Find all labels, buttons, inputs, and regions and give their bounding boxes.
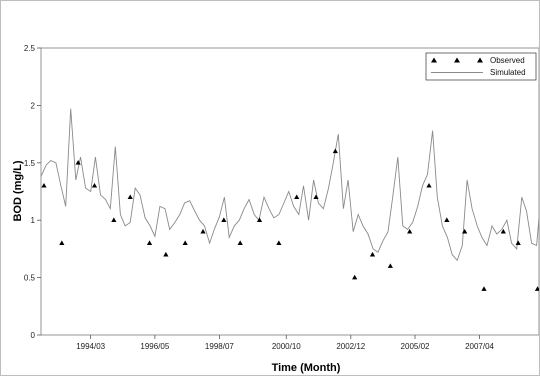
observed-point: [500, 228, 506, 234]
x-axis: 1994/03 1996/05 1998/07 2000/10 2002/12 2005/…: [76, 335, 495, 351]
observed-point: [163, 251, 169, 257]
observed-point: [481, 286, 487, 291]
x-tick-label: 2005/02: [401, 342, 430, 351]
observed-point: [146, 240, 153, 245]
observed-point: [75, 160, 81, 165]
observed-point: [294, 194, 300, 200]
x-tick-label: 2007/04: [465, 342, 494, 351]
observed-point: [91, 182, 98, 188]
observed-point: [41, 182, 47, 188]
y-tick-label: 2.5: [24, 44, 36, 53]
legend-triangle-marker: [454, 57, 460, 63]
x-tick-label: 2000/10: [272, 342, 301, 351]
x-tick-label: 1996/05: [140, 342, 169, 351]
legend-box: [425, 52, 537, 81]
observed-point: [256, 217, 263, 222]
plot-frame: [40, 47, 540, 336]
simulated-series-line: [40, 108, 540, 262]
observed-point: [444, 217, 450, 222]
observed-point: [313, 194, 319, 200]
observed-point: [369, 251, 376, 257]
y-axis: 0 0.5 1 1.5 2 2.5: [24, 44, 41, 340]
legend-triangle-marker: [477, 57, 483, 63]
observed-point: [387, 263, 393, 268]
observed-point: [352, 274, 358, 280]
observed-point: [127, 194, 133, 200]
y-tick-label: 0: [31, 331, 36, 340]
observed-point: [200, 228, 206, 234]
observed-point: [111, 217, 117, 222]
observed-point: [59, 240, 65, 245]
legend-triangle-marker: [431, 57, 437, 63]
observed-series-points: [41, 148, 540, 291]
legend-label-simulated: Simulated: [490, 68, 526, 77]
observed-point: [407, 228, 413, 234]
observed-point: [332, 148, 338, 154]
x-tick-label: 1998/07: [205, 342, 234, 351]
y-tick-label: 2: [31, 101, 36, 110]
observed-point: [237, 240, 243, 245]
y-tick-label: 1.5: [24, 159, 36, 168]
observed-point: [221, 217, 227, 222]
legend-label-observed: Observed: [490, 56, 525, 65]
x-tick-label: 1994/03: [76, 342, 105, 351]
y-axis-title: BOD (mg/L): [12, 160, 24, 221]
x-axis-title: Time (Month): [272, 362, 341, 374]
x-tick-label: 2002/12: [336, 342, 365, 351]
y-tick-label: 0.5: [24, 274, 36, 283]
observed-point: [276, 240, 282, 245]
observed-point: [515, 240, 521, 245]
observed-point: [426, 182, 432, 188]
y-tick-label: 1: [31, 216, 36, 225]
observed-point: [182, 240, 188, 245]
legend: Observed Simulated: [425, 52, 537, 81]
observed-point: [534, 286, 540, 291]
observed-point: [462, 228, 468, 234]
